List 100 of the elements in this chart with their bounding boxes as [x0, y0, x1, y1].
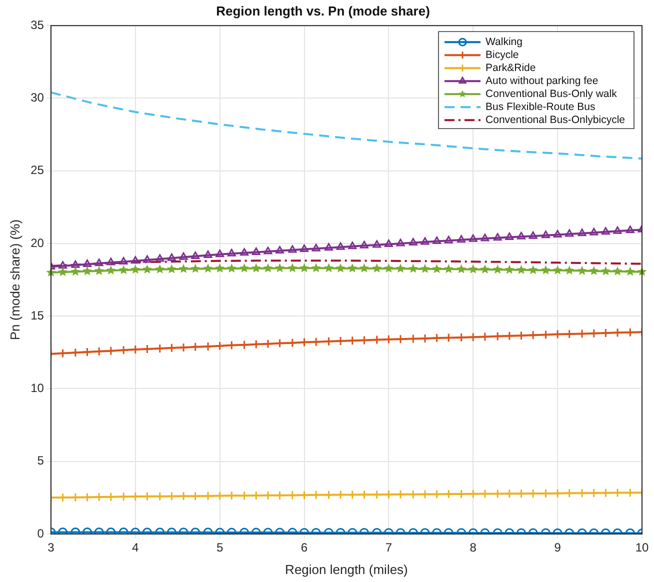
point [444, 264, 454, 274]
point [166, 264, 176, 274]
point [155, 344, 165, 354]
point [106, 492, 116, 502]
point [118, 265, 128, 274]
point [215, 341, 225, 351]
point [516, 264, 526, 274]
point [240, 263, 250, 272]
point [528, 231, 538, 239]
point [612, 266, 622, 276]
point [565, 229, 574, 237]
point [70, 492, 80, 502]
point [311, 263, 321, 272]
point [324, 263, 334, 272]
point [71, 260, 80, 268]
point [336, 263, 346, 272]
point [372, 240, 382, 248]
point [396, 238, 405, 246]
point [590, 228, 598, 236]
legend-label: Park&Ride [486, 62, 536, 74]
point [372, 263, 382, 273]
point [564, 266, 574, 275]
point [360, 240, 368, 248]
point [119, 257, 128, 265]
point [216, 250, 224, 258]
point [600, 488, 610, 498]
point [82, 266, 92, 276]
point [589, 266, 599, 275]
point [142, 264, 152, 274]
chart-title: Region length vs. Pn (mode share) [216, 3, 430, 18]
point [564, 329, 574, 339]
point [203, 264, 213, 273]
point [275, 263, 285, 272]
x-axis-title: Region length (miles) [285, 562, 408, 577]
point [540, 265, 550, 274]
point [275, 490, 285, 500]
point [444, 236, 453, 244]
point [300, 263, 310, 272]
x-tick-label: 3 [48, 540, 55, 555]
point [359, 263, 369, 272]
point [348, 242, 357, 250]
point [577, 266, 587, 275]
point [601, 227, 610, 235]
x-tick-label: 6 [300, 540, 308, 555]
point [589, 488, 599, 498]
point [191, 252, 200, 260]
point [130, 264, 140, 274]
point [457, 235, 466, 243]
point [505, 232, 514, 240]
point [142, 344, 152, 354]
point [226, 490, 236, 500]
point [58, 492, 68, 502]
legend-label: Walking [486, 36, 523, 48]
point [252, 247, 260, 255]
point [203, 342, 213, 352]
point [612, 328, 622, 338]
point [396, 490, 406, 500]
point [226, 263, 236, 273]
point [155, 492, 165, 502]
point [324, 336, 334, 346]
point [190, 264, 200, 273]
point [468, 489, 478, 499]
point [204, 250, 212, 258]
point [516, 488, 526, 498]
legend-label: Conventional Bus-Only walk [486, 88, 618, 100]
y-tick-label: 10 [30, 381, 44, 396]
x-tick-label: 5 [216, 540, 224, 555]
y-tick-label: 15 [30, 308, 44, 322]
point [263, 490, 273, 500]
point [167, 253, 176, 261]
point [432, 264, 442, 274]
point [359, 490, 369, 500]
point [613, 226, 622, 234]
point [83, 260, 92, 268]
point [577, 488, 587, 498]
y-tick-label: 35 [30, 18, 44, 32]
y-tick-label: 5 [37, 454, 44, 468]
point [336, 242, 345, 250]
point [408, 238, 418, 246]
point [578, 228, 586, 236]
x-tick-label: 9 [554, 540, 562, 555]
point [190, 342, 200, 352]
point [94, 258, 104, 266]
point [408, 490, 418, 500]
legend-label: Conventional Bus-Onlybicycle [486, 114, 626, 126]
point [468, 234, 478, 242]
point [263, 263, 273, 272]
y-tick-label: 30 [30, 90, 44, 105]
point [106, 258, 116, 266]
x-tick-label: 4 [132, 540, 140, 555]
point [528, 265, 538, 274]
point [468, 264, 478, 274]
point [311, 490, 321, 500]
point [504, 488, 514, 498]
point [179, 252, 188, 260]
point [288, 263, 298, 272]
point [264, 246, 272, 254]
point [58, 261, 67, 269]
point [456, 332, 466, 342]
point [240, 248, 249, 256]
